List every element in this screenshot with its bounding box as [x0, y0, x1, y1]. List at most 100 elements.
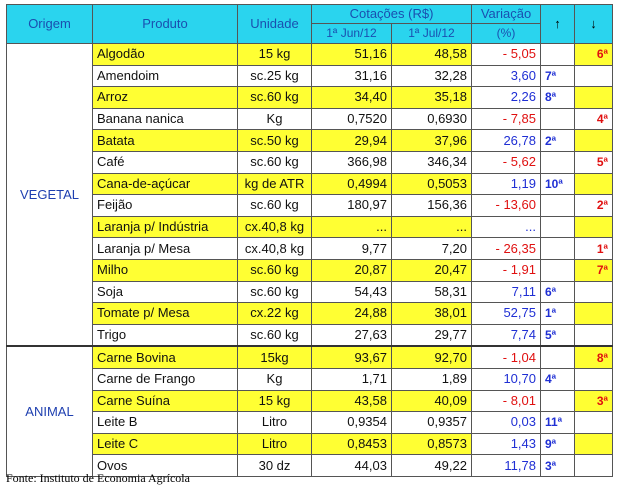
price-jul-cell: 40,09 — [391, 389, 472, 413]
unit-cell: sc.50 kg — [237, 129, 312, 152]
origem-group-label: ANIMAL — [6, 345, 93, 477]
price-jun-cell: 180,97 — [311, 194, 392, 217]
table-row: Tomate p/ Mesa cx.22 kg 24,88 38,01 52,75 1ª — [7, 302, 613, 325]
unit-cell: Litro — [237, 411, 312, 434]
unit-cell: cx.22 kg — [237, 302, 312, 325]
rank-up-cell: 6ª — [540, 280, 575, 304]
product-name: Cana-de-açúcar — [92, 172, 238, 196]
variation-cell: - 8,01 — [471, 389, 541, 413]
price-jul-cell: 37,96 — [391, 129, 472, 152]
product-name: Algodão — [92, 43, 238, 66]
up-arrow-icon: ↑ — [540, 4, 575, 44]
table-header: Origem Produto Unidade Cotações (R$) Var… — [6, 4, 613, 44]
product-name: Trigo — [92, 323, 238, 347]
table-row: Laranja p/ Indústria cx.40,8 kg......... — [7, 215, 613, 239]
price-jul-cell: 156,36 — [391, 194, 472, 217]
product-name: Leite B — [92, 411, 238, 434]
rank-up-cell: 9ª — [540, 432, 575, 456]
product-name: Carne de Frango — [92, 367, 238, 391]
unit-cell: cx.40,8 kg — [237, 237, 312, 260]
variation-cell: 0,03 — [471, 411, 541, 434]
rank-down-cell: 7ª — [574, 258, 613, 282]
variation-cell: 52,75 — [471, 302, 541, 325]
header-variacao-unit: (%) — [471, 23, 541, 44]
price-jul-cell: 0,8573 — [391, 432, 472, 456]
rank-down-cell — [574, 64, 613, 88]
rank-up-cell: 7ª — [540, 64, 575, 88]
variation-cell: 2,26 — [471, 86, 541, 109]
variation-cell: 1,19 — [471, 172, 541, 196]
variation-cell: - 5,62 — [471, 150, 541, 174]
price-jul-cell: 0,5053 — [391, 172, 472, 196]
product-name: Amendoim — [92, 64, 238, 88]
table-row: Feijão sc.60 kg 180,97 156,36- 13,60 2ª — [7, 194, 613, 217]
rank-up-cell: 3ª — [540, 454, 575, 477]
unit-cell: cx.40,8 kg — [237, 215, 312, 239]
rank-down-cell — [574, 454, 613, 477]
table-row: Carne Suína 15 kg 43,58 40,09- 8,01 3ª — [7, 389, 613, 413]
rank-up-cell — [540, 150, 575, 174]
table-body: VEGETAL Algodão 15 kg 51,16 48,58- 5,05 6ª Ame… — [6, 43, 613, 477]
rank-up-cell — [540, 389, 575, 413]
price-table-container: Origem Produto Unidade Cotações (R$) Var… — [6, 4, 613, 477]
rank-down-cell — [574, 86, 613, 109]
rank-up-cell: 11ª — [540, 411, 575, 434]
rank-down-cell — [574, 172, 613, 196]
price-jul-cell: 38,01 — [391, 302, 472, 325]
price-jul-cell: 29,77 — [391, 323, 472, 347]
price-jun-cell: 93,67 — [311, 345, 392, 369]
variation-cell: - 26,35 — [471, 237, 541, 260]
variation-cell: - 7,85 — [471, 107, 541, 131]
price-jul-cell: 20,47 — [391, 258, 472, 282]
table-row: Batata sc.50 kg 29,94 37,96 26,78 2ª — [7, 129, 613, 152]
variation-cell: - 1,91 — [471, 258, 541, 282]
price-jul-cell: 35,18 — [391, 86, 472, 109]
rank-down-cell: 5ª — [574, 150, 613, 174]
down-arrow-icon: ↓ — [574, 4, 613, 44]
rank-up-cell — [540, 194, 575, 217]
product-name: Laranja p/ Mesa — [92, 237, 238, 260]
rank-up-cell — [540, 237, 575, 260]
rank-down-cell — [574, 432, 613, 456]
product-name: Carne Suína — [92, 389, 238, 413]
table-row: Leite C Litro 0,8453 0,8573 1,43 9ª — [7, 432, 613, 456]
product-name: Tomate p/ Mesa — [92, 302, 238, 325]
price-jul-cell: 1,89 — [391, 367, 472, 391]
unit-cell: sc.60 kg — [237, 323, 312, 347]
unit-cell: 15 kg — [237, 43, 312, 66]
header-date-jun: 1ª Jun/12 — [311, 23, 392, 44]
table-row: ANIMAL Carne Bovina 15kg 93,67 92,70- 1,04 8ª — [6, 345, 613, 477]
unit-cell: sc.60 kg — [237, 86, 312, 109]
rank-up-cell — [540, 258, 575, 282]
price-jun-cell: 54,43 — [311, 280, 392, 304]
table-row: Soja sc.60 kg 54,43 58,31 7,11 6ª — [7, 280, 613, 304]
table-row: VEGETAL Algodão 15 kg 51,16 48,58- 5,05 6ª — [6, 43, 613, 347]
rank-down-cell: 3ª — [574, 389, 613, 413]
table-row: Banana nanica Kg 0,7520 0,6930- 7,85 4ª — [7, 107, 613, 131]
price-jul-cell: 92,70 — [391, 345, 472, 369]
table-row: Leite B Litro 0,9354 0,9357 0,03 11ª — [7, 411, 613, 434]
rank-down-cell — [574, 323, 613, 347]
rank-down-cell — [574, 367, 613, 391]
rank-up-cell: 5ª — [540, 323, 575, 347]
variation-cell: 7,11 — [471, 280, 541, 304]
price-jun-cell: 44,03 — [311, 454, 392, 477]
price-jun-cell: 0,4994 — [311, 172, 392, 196]
price-table: Origem Produto Unidade Cotações (R$) Var… — [6, 4, 613, 477]
origem-group-label: VEGETAL — [6, 43, 93, 347]
unit-cell: kg de ATR — [237, 172, 312, 196]
header-origem: Origem — [6, 4, 93, 44]
header-cotacoes: Cotações (R$) — [311, 4, 472, 24]
variation-cell: 7,74 — [471, 323, 541, 347]
product-name: Carne Bovina — [92, 345, 238, 369]
rank-down-cell — [574, 411, 613, 434]
rank-down-cell: 1ª — [574, 237, 613, 260]
unit-cell: sc.60 kg — [237, 194, 312, 217]
price-jun-cell: 31,16 — [311, 64, 392, 88]
price-jun-cell: 29,94 — [311, 129, 392, 152]
rank-down-cell: 8ª — [574, 345, 613, 369]
rank-down-cell — [574, 129, 613, 152]
product-name: Banana nanica — [92, 107, 238, 131]
price-jul-cell: ... — [391, 215, 472, 239]
price-jun-cell: ... — [311, 215, 392, 239]
